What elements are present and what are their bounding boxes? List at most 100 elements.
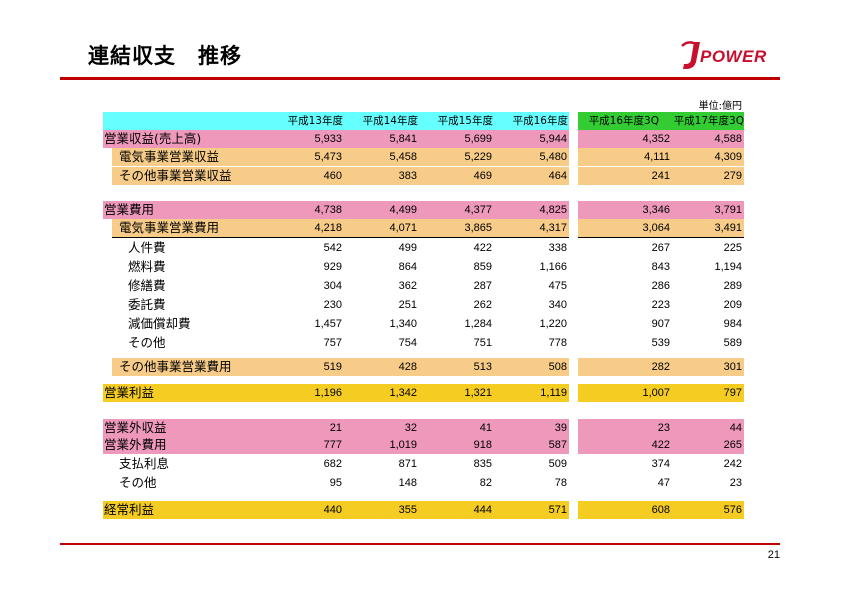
subtotal-underline [112, 237, 569, 238]
cell-value: 589 [723, 337, 742, 349]
row-label: その他 [119, 475, 157, 490]
table-row: 人件費 542 499 422 338 267 225 [0, 239, 842, 257]
row-label: 電気事業営業費用 [119, 220, 220, 235]
cell-value: 513 [473, 361, 492, 373]
column-header: 平成16年度 [512, 115, 568, 127]
table-header-row: 平成13年度 平成14年度 平成15年度 平成16年度 平成16年度3Q 平成17年度3Q [0, 112, 842, 130]
row-label: 委託費 [128, 297, 166, 312]
row-label: 支払利息 [119, 456, 170, 471]
cell-value: 1,340 [389, 318, 417, 330]
cell-value: 23 [657, 422, 670, 434]
subtotal-underline-3q [578, 237, 744, 238]
cell-value: 539 [651, 337, 670, 349]
cell-value: 301 [723, 361, 742, 373]
cell-value: 3,064 [642, 222, 670, 234]
cell-value: 241 [651, 170, 670, 182]
cell-value: 4,825 [539, 204, 567, 216]
cell-value: 4,738 [314, 204, 342, 216]
table-row: 営業費用 4,738 4,499 4,377 4,825 3,346 3,791 [0, 201, 842, 219]
cell-value: 287 [473, 280, 492, 292]
cell-value: 428 [398, 361, 417, 373]
row-band-3q [578, 501, 744, 519]
cell-value: 1,457 [314, 318, 342, 330]
cell-value: 225 [723, 242, 742, 254]
cell-value: 338 [548, 242, 567, 254]
cell-value: 5,473 [314, 151, 342, 163]
cell-value: 3,791 [714, 204, 742, 216]
cell-value: 464 [548, 170, 567, 182]
table-row: 修繕費 304 362 287 475 286 289 [0, 277, 842, 295]
row-label: その他 [128, 335, 166, 350]
cell-value: 39 [554, 422, 567, 434]
title-rule [60, 77, 780, 80]
cell-value: 5,933 [314, 133, 342, 145]
row-band-3q [578, 384, 744, 402]
cell-value: 383 [398, 170, 417, 182]
row-band [112, 219, 569, 237]
cell-value: 682 [323, 458, 342, 470]
table-row: 営業利益 1,196 1,342 1,321 1,119 1,007 797 [0, 384, 842, 402]
cell-value: 1,220 [539, 318, 567, 330]
cell-value: 576 [723, 504, 742, 516]
row-band [103, 201, 569, 219]
cell-value: 4,111 [644, 151, 670, 163]
jpower-logo-icon [681, 41, 700, 69]
cell-value: 4,352 [642, 133, 670, 145]
cell-value: 374 [651, 458, 670, 470]
table-row: 委託費 230 251 262 340 223 209 [0, 296, 842, 314]
cell-value: 262 [473, 299, 492, 311]
cell-value: 984 [723, 318, 742, 330]
cell-value: 918 [473, 439, 492, 451]
row-band-3q [578, 148, 744, 166]
row-label: 営業外費用 [104, 437, 167, 452]
row-band [112, 358, 569, 376]
row-band [112, 148, 569, 166]
cell-value: 279 [723, 170, 742, 182]
row-label: 営業外収益 [104, 420, 167, 435]
column-header: 平成17年度3Q [673, 115, 744, 127]
cell-value: 754 [398, 337, 417, 349]
row-band [103, 436, 569, 454]
cell-value: 23 [729, 477, 742, 489]
cell-value: 3,491 [714, 222, 742, 234]
logo-text: POWER [700, 47, 767, 66]
column-header: 平成13年度 [287, 115, 343, 127]
cell-value: 475 [548, 280, 567, 292]
column-header: 平成15年度 [437, 115, 493, 127]
row-band [103, 384, 569, 402]
cell-value: 1,019 [389, 439, 417, 451]
cell-value: 209 [723, 299, 742, 311]
cell-value: 340 [548, 299, 567, 311]
row-band-3q [578, 130, 744, 148]
cell-value: 4,218 [314, 222, 342, 234]
cell-value: 32 [404, 422, 417, 434]
cell-value: 778 [548, 337, 567, 349]
row-label: 経常利益 [104, 502, 155, 517]
row-band [103, 130, 569, 148]
cell-value: 265 [723, 439, 742, 451]
table-row: 電気事業営業収益 5,473 5,458 5,229 5,480 4,111 4,309 [0, 148, 842, 166]
cell-value: 519 [323, 361, 342, 373]
header-band [103, 112, 569, 130]
table-row: その他 757 754 751 778 539 589 [0, 334, 842, 352]
cell-value: 608 [651, 504, 670, 516]
page-number: 21 [767, 549, 780, 561]
cell-value: 444 [473, 504, 492, 516]
table-row: その他 95 148 82 78 47 23 [0, 474, 842, 492]
row-band-3q [578, 358, 744, 376]
cell-value: 907 [651, 318, 670, 330]
table-row: 減価償却費 1,457 1,340 1,284 1,220 907 984 [0, 315, 842, 333]
cell-value: 509 [548, 458, 567, 470]
row-label: その他事業営業収益 [119, 168, 232, 183]
cell-value: 571 [548, 504, 567, 516]
cell-value: 282 [651, 361, 670, 373]
cell-value: 469 [473, 170, 492, 182]
cell-value: 4,309 [714, 151, 742, 163]
cell-value: 5,699 [464, 133, 492, 145]
cell-value: 757 [323, 337, 342, 349]
row-band-3q [578, 201, 744, 219]
row-label: 修繕費 [128, 278, 166, 293]
cell-value: 3,865 [464, 222, 492, 234]
cell-value: 1,007 [642, 387, 670, 399]
row-label: 燃料費 [128, 259, 166, 274]
